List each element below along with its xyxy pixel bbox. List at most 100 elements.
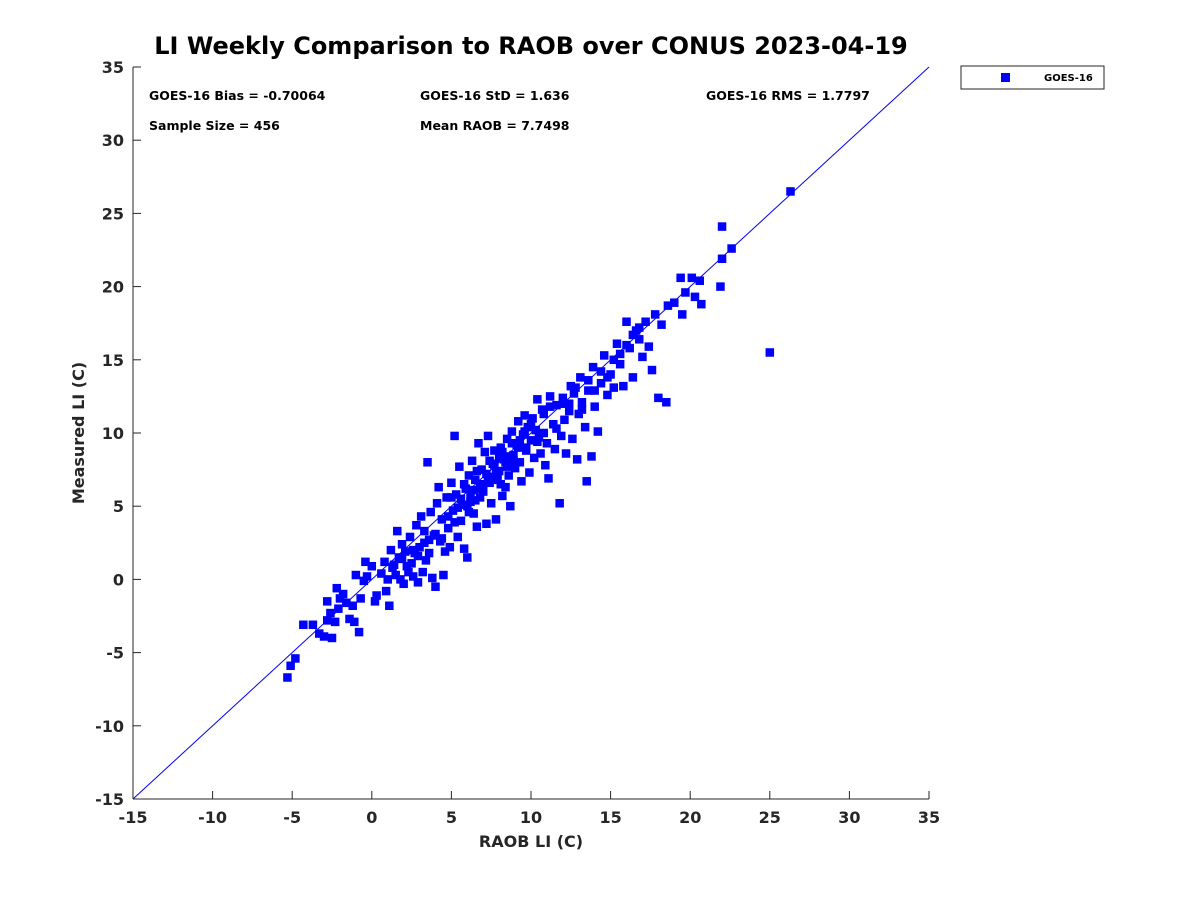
data-point	[322, 597, 332, 606]
data-point	[663, 301, 673, 310]
data-point	[622, 317, 631, 326]
data-point	[502, 462, 512, 471]
data-point	[488, 475, 498, 485]
data-point	[408, 545, 418, 555]
data-point	[471, 496, 480, 505]
data-point	[335, 594, 345, 603]
data-point	[486, 499, 496, 508]
y-tick-label: -15	[95, 790, 124, 809]
sample-size-annotation: Sample Size = 456	[149, 118, 280, 133]
data-point	[550, 444, 560, 454]
data-point	[647, 365, 657, 375]
data-point	[319, 632, 329, 641]
data-point	[466, 497, 475, 507]
data-point	[539, 409, 548, 419]
data-point	[569, 389, 579, 398]
data-point	[345, 614, 354, 624]
x-axis-label: RAOB LI (C)	[479, 832, 583, 851]
data-point	[385, 601, 394, 610]
x-tick-label: 10	[520, 808, 542, 827]
data-point	[514, 417, 523, 426]
data-point	[380, 557, 389, 567]
data-point	[464, 507, 474, 517]
data-point	[504, 452, 513, 461]
data-point	[496, 479, 505, 489]
data-point	[590, 386, 599, 395]
data-point	[517, 477, 526, 486]
data-point	[332, 583, 342, 593]
data-point	[367, 561, 377, 571]
data-point	[456, 494, 466, 504]
data-point	[506, 501, 515, 511]
data-point	[576, 373, 585, 382]
data-point	[350, 617, 359, 627]
data-point	[641, 317, 650, 326]
data-point	[593, 427, 603, 436]
data-point	[451, 490, 461, 499]
data-point	[490, 460, 499, 470]
data-point	[507, 439, 517, 448]
data-point	[467, 456, 477, 466]
data-point	[580, 422, 590, 432]
data-point	[509, 450, 518, 460]
data-point	[501, 458, 510, 467]
data-point	[515, 436, 525, 445]
data-point	[386, 545, 396, 555]
data-point	[440, 547, 450, 556]
data-point	[397, 540, 407, 549]
data-point	[697, 299, 706, 309]
data-point	[509, 456, 518, 466]
data-point	[526, 419, 536, 429]
data-point	[477, 465, 486, 474]
data-point	[544, 474, 553, 483]
data-point	[286, 661, 295, 671]
data-point	[545, 392, 555, 401]
data-point	[389, 560, 399, 570]
data-point	[469, 509, 478, 518]
y-tick-label: 10	[102, 424, 124, 443]
data-point	[443, 512, 453, 521]
data-point	[531, 425, 541, 435]
data-point	[560, 415, 569, 425]
data-point	[448, 506, 458, 515]
data-point	[510, 463, 520, 473]
reference-line-layer	[132, 66, 930, 800]
data-point	[458, 500, 467, 509]
data-point	[534, 433, 544, 442]
data-point	[399, 579, 408, 589]
data-point	[619, 381, 628, 391]
data-point	[450, 518, 459, 527]
data-point	[491, 515, 501, 524]
data-point	[529, 453, 539, 463]
y-tick-label: 15	[102, 351, 124, 370]
data-point	[584, 386, 593, 395]
data-point	[561, 449, 571, 458]
data-point	[528, 414, 537, 423]
x-tick-label: 35	[918, 808, 940, 827]
data-point	[596, 367, 606, 376]
data-point	[377, 569, 386, 578]
data-point	[786, 187, 795, 196]
y-tick-label: 20	[102, 278, 124, 297]
data-point	[588, 362, 598, 372]
data-point	[415, 542, 424, 552]
data-point	[463, 553, 472, 562]
data-point	[687, 273, 697, 283]
data-point	[526, 436, 536, 445]
data-point	[564, 406, 574, 416]
data-point	[765, 348, 775, 357]
data-point	[474, 439, 483, 448]
data-point	[657, 320, 666, 329]
data-point	[439, 570, 448, 580]
data-point	[412, 520, 421, 530]
data-point	[405, 532, 415, 542]
data-point	[525, 468, 534, 477]
data-point	[494, 453, 504, 463]
x-tick-label: 20	[679, 808, 701, 827]
data-point	[330, 617, 340, 627]
data-point	[536, 449, 545, 458]
data-point	[628, 330, 638, 340]
data-point	[490, 446, 499, 455]
data-point	[650, 310, 660, 319]
data-point	[459, 544, 469, 553]
